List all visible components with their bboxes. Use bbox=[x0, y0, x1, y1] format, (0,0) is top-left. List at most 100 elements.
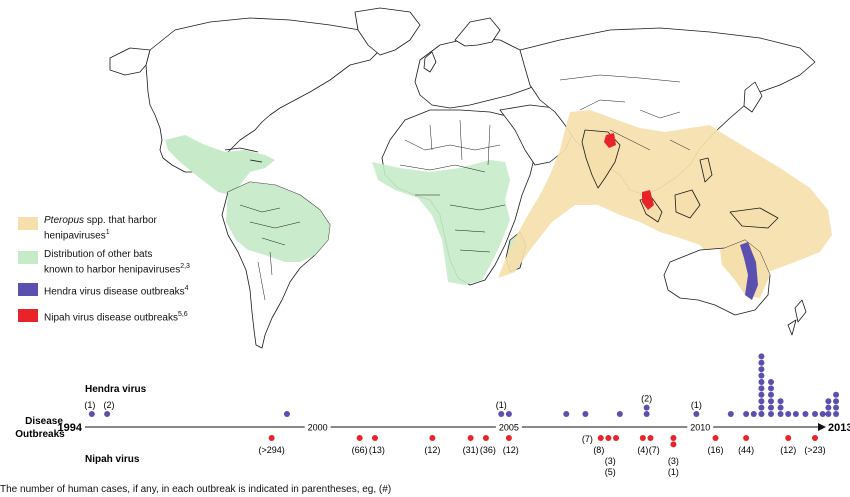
hendra-outbreak-dot bbox=[777, 404, 784, 411]
hendra-outbreak-dot bbox=[758, 372, 765, 379]
borneo-landmass bbox=[674, 189, 701, 219]
nipah-case-count: (1) bbox=[668, 467, 679, 477]
legend-swatch-other-bats bbox=[18, 251, 38, 264]
map-legend: Pteropus spp. that harbor henipaviruses1… bbox=[18, 213, 318, 341]
legend-ref-hendra: 4 bbox=[184, 285, 189, 292]
hendra-outbreak-dot bbox=[616, 411, 623, 417]
legend-label-other-bats: Distribution of other bats known to harb… bbox=[44, 249, 190, 276]
nipah-case-count: (7) bbox=[582, 434, 593, 444]
legend-label-nipah: Nipah virus disease outbreaks5,6 bbox=[44, 309, 188, 324]
nipah-case-count: (13) bbox=[369, 445, 385, 455]
south-america-borders bbox=[239, 204, 301, 301]
tick-label-bg bbox=[495, 421, 522, 433]
legend-label-nipah-text: Nipah virus disease outbreaks bbox=[44, 312, 178, 324]
legend-ref-other-bats: 2,3 bbox=[180, 263, 190, 270]
end-year-label: 2013 bbox=[828, 422, 850, 434]
greenland-landmass bbox=[354, 7, 421, 56]
nipah-outbreak-dot bbox=[785, 435, 792, 441]
nipah-outbreak-dot bbox=[482, 435, 489, 441]
legend-swatch-hendra bbox=[18, 283, 38, 296]
timeline-ticks: 2000 2005 2010 bbox=[304, 421, 714, 433]
legend-label-pteropus-genus: Pteropus bbox=[44, 215, 85, 226]
central-america-bat-range bbox=[165, 135, 275, 195]
hendra-outbreak-dot bbox=[758, 366, 765, 373]
africa-bat-range bbox=[372, 160, 510, 285]
tick-label: 2010 bbox=[690, 423, 710, 433]
world-map bbox=[109, 7, 832, 349]
hendra-outbreak-dot bbox=[792, 411, 799, 417]
alaska-landmass bbox=[109, 47, 151, 76]
hendra-dots bbox=[88, 353, 840, 417]
tick-label-bg bbox=[687, 421, 714, 433]
nipah-case-count: (>294) bbox=[259, 445, 285, 455]
nipah-outbreak-dot bbox=[467, 435, 474, 441]
hendra-outbreak-dot bbox=[498, 411, 505, 417]
hendra-outbreak-dot bbox=[643, 411, 650, 417]
hendra-outbreak-dot bbox=[758, 359, 765, 366]
hendra-outbreak-dot bbox=[743, 411, 750, 417]
hendra-outbreak-dot bbox=[88, 411, 95, 417]
nipah-case-count: (31) bbox=[463, 445, 479, 455]
tick-label-bg bbox=[304, 421, 331, 433]
nipah-outbreak-dot bbox=[356, 435, 363, 441]
hendra-outbreak-dot bbox=[758, 391, 765, 398]
hendra-outbreak-dot bbox=[643, 404, 650, 411]
hendra-outbreak-dot bbox=[758, 411, 765, 417]
nipah-outbreak-dot bbox=[371, 435, 378, 441]
hendra-outbreak-dot bbox=[812, 411, 818, 417]
philippines-landmass bbox=[699, 157, 713, 183]
nipah-case-count: (36) bbox=[480, 445, 496, 455]
hendra-outbreak-dot bbox=[767, 411, 774, 417]
hendra-outbreak-dot bbox=[693, 411, 700, 417]
nipah-outbreak-dot bbox=[639, 435, 646, 441]
nipah-case-count: (12) bbox=[780, 445, 796, 455]
hendra-outbreak-dot bbox=[833, 398, 840, 405]
hendra-case-count: (2) bbox=[641, 394, 652, 404]
hendra-outbreak-dot bbox=[819, 411, 826, 417]
hendra-case-count: (1) bbox=[691, 400, 702, 410]
legend-item-nipah: Nipah virus disease outbreaks5,6 bbox=[18, 307, 318, 341]
tick-label: 2005 bbox=[499, 423, 519, 433]
nipah-case-count: (3) bbox=[605, 456, 616, 466]
legend-swatch-pteropus bbox=[18, 217, 38, 230]
nipah-outbreak-dot bbox=[613, 435, 620, 441]
nipah-outbreak-dot bbox=[429, 435, 436, 441]
nipah-case-count: (5) bbox=[605, 467, 616, 477]
nipah-case-count: (16) bbox=[708, 445, 724, 455]
hendra-outbreak-dot bbox=[758, 379, 765, 385]
hendra-labels: (1) (2) (1) (2) (1) bbox=[84, 394, 701, 410]
hendra-outbreak-dot bbox=[833, 411, 840, 417]
legend-label-pteropus-rest: spp. that harbor bbox=[84, 215, 157, 226]
nipah-dots bbox=[268, 435, 818, 448]
legend-label-pteropus: Pteropus spp. that harbor henipaviruses1 bbox=[44, 215, 157, 242]
legend-label-other-bats-line1: Distribution of other bats bbox=[44, 249, 153, 260]
timeline-arrow-head bbox=[818, 423, 826, 431]
scandinavia-landmass bbox=[454, 17, 501, 47]
nipah-outbreak-dot bbox=[812, 435, 818, 441]
north-america-landmass bbox=[145, 17, 386, 173]
nipah-outbreak-dot bbox=[605, 435, 612, 441]
legend-ref-pteropus: 1 bbox=[105, 229, 110, 236]
uk-landmass bbox=[423, 51, 437, 73]
nipah-outbreak-dot bbox=[268, 435, 275, 441]
hendra-outbreak-dot bbox=[825, 398, 832, 405]
hendra-outbreak-dot bbox=[758, 353, 765, 360]
nipah-outbreak-dot bbox=[505, 435, 512, 441]
hendra-outbreak-dot bbox=[777, 398, 784, 405]
south-america-bat-range bbox=[226, 182, 330, 262]
hendra-outbreak-dot bbox=[767, 398, 774, 405]
hendra-outbreak-dot bbox=[767, 404, 774, 411]
nipah-case-count: (7) bbox=[649, 445, 660, 455]
nipah-case-count: (8) bbox=[593, 445, 604, 455]
legend-item-hendra: Hendra virus disease outbreaks4 bbox=[18, 281, 318, 307]
caribbean-outline bbox=[224, 147, 263, 163]
hendra-outbreak-dot bbox=[758, 385, 765, 392]
legend-item-pteropus: Pteropus spp. that harbor henipaviruses1 bbox=[18, 213, 318, 247]
hendra-outbreak-dot bbox=[825, 404, 832, 411]
legend-swatch-nipah bbox=[18, 309, 38, 322]
africa-borders bbox=[399, 119, 506, 253]
nipah-row-label: Nipah virus bbox=[85, 454, 140, 465]
hendra-outbreak-region bbox=[740, 242, 758, 300]
japan-landmass bbox=[743, 81, 763, 113]
